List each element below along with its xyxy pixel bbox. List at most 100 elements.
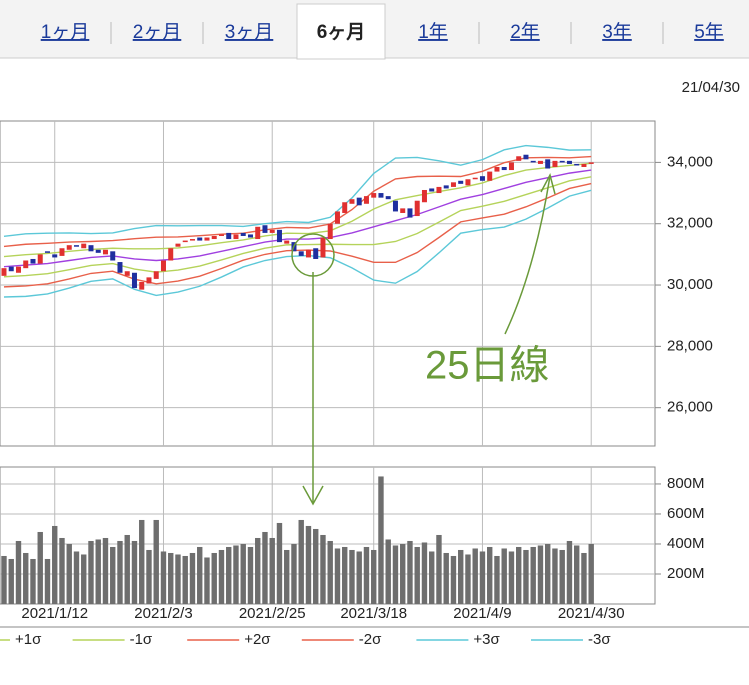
- bar: [414, 546, 420, 604]
- bar: [233, 545, 239, 604]
- bar: [160, 551, 167, 604]
- candle: [334, 211, 340, 224]
- bar: [465, 554, 471, 604]
- bar: [52, 525, 58, 604]
- candle: [479, 176, 485, 181]
- bar: [276, 522, 283, 604]
- candle: [117, 262, 123, 273]
- bar: [30, 558, 36, 604]
- bar: [131, 540, 138, 604]
- legend-label: -3σ: [588, 631, 611, 648]
- bar: [421, 542, 428, 604]
- bar: [508, 551, 515, 604]
- bar: [146, 549, 152, 604]
- candle: [305, 249, 311, 258]
- x-tick-label: 2021/3/18: [340, 605, 407, 622]
- bar: [247, 546, 254, 604]
- bar: [218, 549, 225, 604]
- candle: [371, 193, 377, 198]
- bar: [124, 534, 130, 604]
- y-tick-label: 600M: [667, 505, 705, 522]
- candle: [530, 160, 536, 163]
- bar: [429, 551, 435, 604]
- bar: [73, 551, 80, 604]
- bar: [436, 534, 442, 604]
- bar: [516, 546, 522, 604]
- candle: [349, 199, 355, 204]
- x-tick-label: 2021/2/25: [239, 605, 306, 622]
- tab[interactable]: 2年: [510, 21, 540, 43]
- tab[interactable]: 2ヶ月: [133, 22, 182, 43]
- candle: [588, 162, 594, 164]
- tab[interactable]: 5年: [694, 21, 724, 43]
- candle: [414, 200, 420, 217]
- date: 21/04/30: [682, 79, 740, 96]
- arrow-line: [504, 175, 551, 335]
- bar: [298, 519, 304, 604]
- bar: [334, 548, 341, 604]
- tab[interactable]: 3ヶ月: [225, 22, 274, 43]
- bar: [494, 555, 500, 604]
- candle: [197, 237, 203, 241]
- candle: [73, 245, 79, 247]
- candle: [494, 166, 500, 172]
- bar: [95, 539, 101, 604]
- candle: [131, 272, 137, 289]
- band-line: [3, 155, 592, 248]
- x-tick-label: 2021/4/9: [453, 605, 511, 622]
- tab[interactable]: 1年: [418, 21, 448, 43]
- bar: [363, 546, 370, 604]
- candle: [218, 234, 224, 236]
- candle: [182, 240, 188, 243]
- annotation-text: 25日線: [425, 344, 550, 388]
- bar: [240, 543, 246, 604]
- bar: [400, 543, 406, 604]
- bar: [44, 558, 51, 604]
- y-tick-label: 32,000: [667, 215, 713, 232]
- candle: [356, 197, 362, 206]
- bar: [1, 555, 7, 604]
- highlight-circle: [291, 233, 335, 277]
- bar: [581, 552, 587, 604]
- bar: [66, 543, 72, 604]
- candle: [189, 239, 195, 241]
- legend-label: +1σ: [15, 631, 42, 648]
- arrow-head: [540, 172, 556, 195]
- candle: [320, 237, 326, 258]
- tab-selected: [296, 3, 386, 60]
- candle: [262, 225, 268, 233]
- bar: [110, 546, 116, 604]
- candle: [458, 180, 464, 184]
- candle: [59, 248, 65, 256]
- x-tick-label: 2021/4/30: [558, 605, 625, 622]
- tab[interactable]: 3年: [602, 21, 632, 43]
- candle: [211, 235, 217, 240]
- bar: [458, 549, 464, 604]
- bar: [8, 558, 14, 604]
- bar: [269, 537, 275, 604]
- candle: [407, 208, 413, 218]
- candle: [269, 229, 275, 233]
- candle: [81, 243, 87, 249]
- bar: [356, 551, 362, 604]
- legend-label: +2σ: [244, 631, 271, 648]
- candle: [66, 245, 72, 250]
- bar: [566, 540, 573, 604]
- tab[interactable]: 1ヶ月: [41, 22, 90, 43]
- candle: [124, 271, 130, 276]
- bar: [385, 539, 391, 604]
- bar: [153, 519, 159, 604]
- bar: [284, 549, 290, 604]
- bar: [320, 534, 326, 604]
- candle: [508, 162, 514, 171]
- candle: [204, 237, 210, 241]
- candle: [472, 177, 478, 180]
- legend-label: -2σ: [359, 631, 382, 648]
- candle: [23, 260, 29, 269]
- candle: [88, 245, 94, 252]
- candle: [501, 166, 507, 171]
- tab[interactable]: 6ヶ月: [317, 22, 366, 43]
- candle: [421, 189, 427, 203]
- bar: [407, 540, 413, 604]
